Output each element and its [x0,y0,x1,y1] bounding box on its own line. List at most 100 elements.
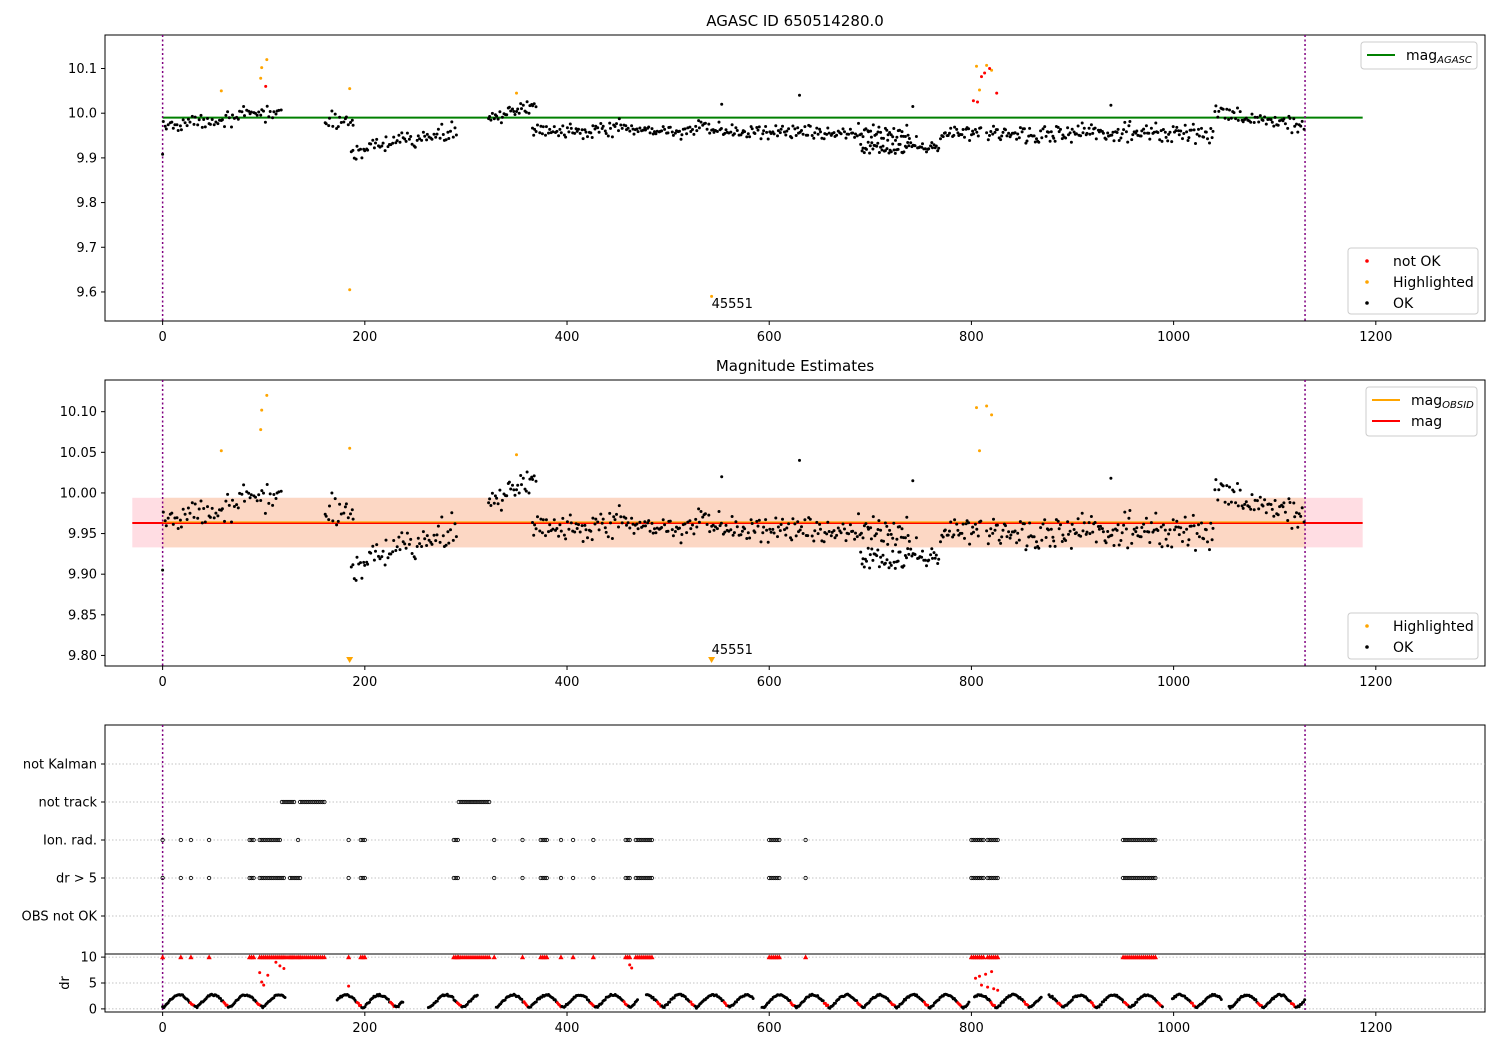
data-point [653,527,656,531]
data-point [1185,130,1189,134]
data-point [643,520,647,524]
data-point [1016,132,1020,136]
data-point [386,556,390,560]
data-point [1070,998,1074,1002]
data-point [524,489,528,493]
data-point [274,960,278,964]
data-point [534,1000,538,1004]
data-point [695,129,699,133]
flag-marker [769,875,774,881]
x-tick-label: 200 [352,1021,377,1036]
flag-marker [767,875,772,881]
data-point [829,534,833,538]
data-point [1229,500,1233,504]
data-point [789,536,792,540]
data-point [879,555,883,559]
data-point [1217,109,1221,113]
flag-marker [249,837,254,843]
flag-marker [160,875,165,881]
flag-marker [991,875,996,881]
data-point [268,110,272,113]
data-point [986,985,990,989]
flag-marker [320,799,325,805]
data-point [1049,527,1053,531]
data-point [1221,484,1225,488]
data-point [557,534,561,538]
data-point [998,1004,1002,1008]
data-point [1160,1005,1164,1009]
data-point [238,491,242,495]
data-point [711,523,715,527]
data-point [869,135,873,139]
data-point [862,565,866,569]
data-point [552,518,556,522]
data-point [593,127,597,131]
data-point [985,131,989,135]
flag-marker [639,837,644,843]
data-point [1167,532,1171,536]
data-point [798,93,801,97]
flag-marker [1125,837,1130,843]
data-point [793,127,797,131]
data-point [227,503,231,507]
data-point [764,518,768,522]
data-point [631,522,635,526]
data-point [1206,540,1209,544]
data-point [1194,548,1197,552]
data-point [335,523,339,527]
flag-marker [261,837,266,843]
data-point [810,534,814,538]
flag-marker [281,875,286,881]
data-point [403,137,407,141]
data-point [921,549,924,553]
flag-marker [271,875,276,881]
data-point [654,531,658,535]
data-point [489,504,493,507]
flag-marker [977,875,982,881]
data-point [963,135,966,139]
data-point [666,131,670,135]
data-point [870,141,874,145]
data-point [1069,140,1073,144]
data-point [1261,118,1265,122]
data-point [384,135,388,139]
data-point [421,530,425,534]
data-point [1032,134,1036,138]
data-point [705,523,709,526]
data-point [1177,129,1180,133]
data-point [1025,544,1029,548]
data-point [836,526,840,530]
data-point [260,66,264,70]
data-point [868,151,872,155]
data-point [1008,536,1012,540]
flag-marker [460,799,465,805]
flag-marker [993,875,998,881]
data-point [219,89,223,93]
data-point [333,497,337,501]
data-point [591,124,595,128]
data-point [1213,110,1217,113]
data-point [386,997,390,1001]
flag-marker [277,875,282,881]
data-point [423,134,427,138]
data-point [1240,504,1244,508]
data-point [995,128,999,132]
data-point [1142,522,1146,526]
data-point [1126,546,1130,550]
data-point [1120,132,1124,136]
data-point [988,67,992,70]
data-point [346,516,350,520]
data-point [1166,139,1170,143]
data-point [1074,132,1078,136]
data-point [920,145,924,149]
data-point [691,128,694,131]
data-point [451,135,455,139]
data-point [219,449,223,453]
data-point [883,521,887,525]
flag-marker [975,837,980,843]
data-point [692,132,696,136]
data-point [1211,526,1215,530]
data-point [1209,521,1213,525]
